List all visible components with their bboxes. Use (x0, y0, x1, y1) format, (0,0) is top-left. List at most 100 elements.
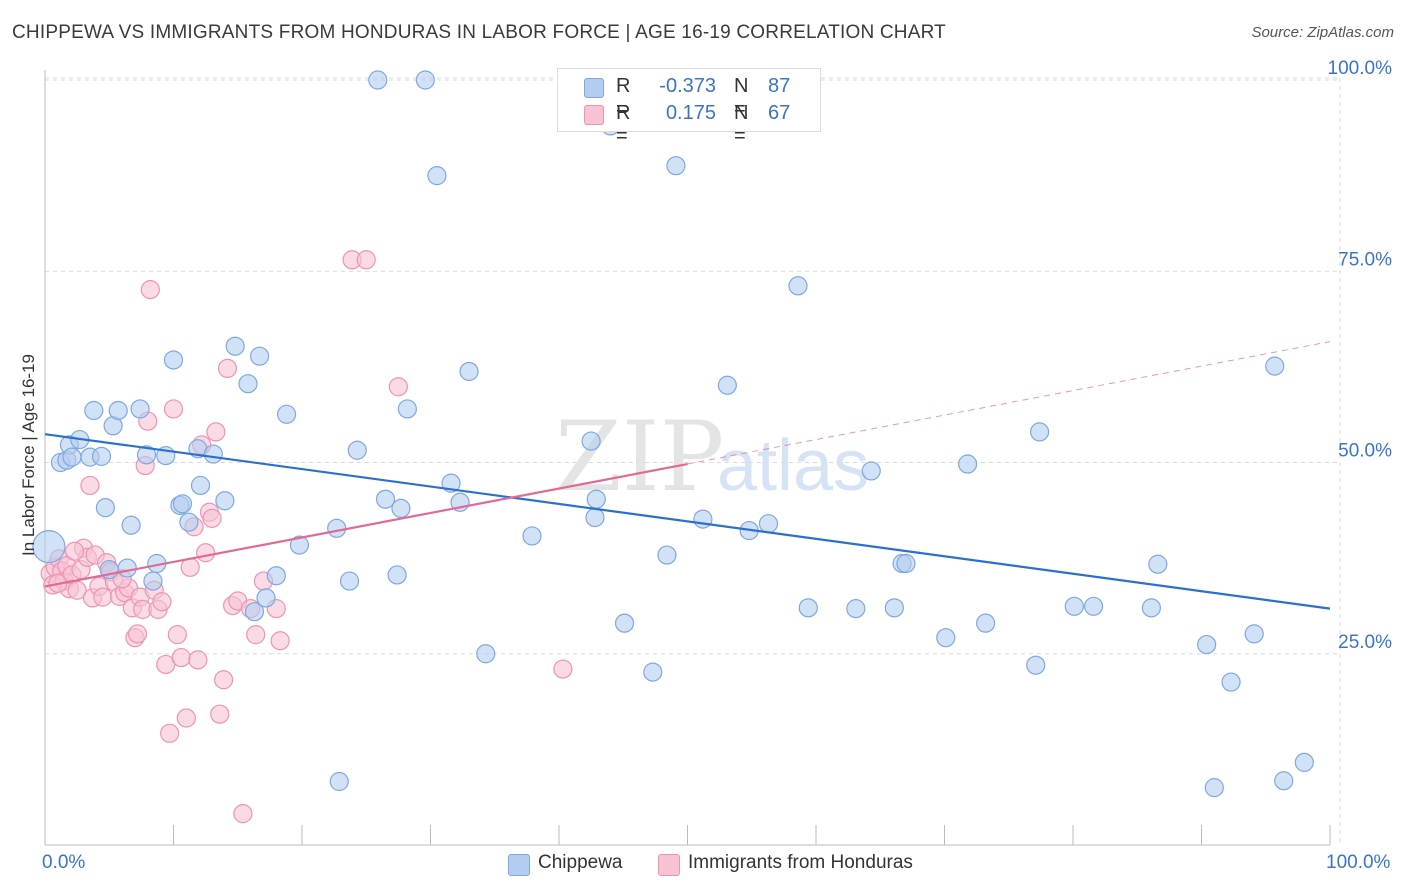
honduras-point (140, 280, 160, 300)
chart-title: CHIPPEWA VS IMMIGRANTS FROM HONDURAS IN … (12, 22, 946, 43)
chippewa-point (136, 445, 157, 465)
chippewa-point (84, 400, 104, 421)
chippewa-point (1083, 596, 1104, 616)
honduras-point (214, 670, 234, 690)
y-tick-label: 50.0% (1338, 441, 1392, 462)
honduras-point (217, 358, 238, 379)
watermark-zip: ZIP (555, 401, 724, 513)
chippewa-point (276, 404, 297, 424)
chippewa-point (203, 444, 223, 464)
honduras-point (80, 475, 100, 496)
y-tick-labels: 25.0% 50.0% 75.0% 100.0% (1328, 58, 1393, 653)
r-value: 0.175 (665, 102, 716, 124)
n-label: N = (734, 102, 749, 147)
n-label: N = (734, 75, 749, 120)
chippewa-point (387, 565, 407, 585)
chippewa-point (172, 494, 193, 514)
chippewa-swatch (508, 854, 530, 876)
honduras-point (163, 399, 184, 419)
chippewa-point (375, 489, 396, 509)
n-value: 67 (768, 102, 791, 124)
n-value: 87 (768, 75, 791, 97)
chippewa-point (1294, 752, 1314, 772)
y-tick-label: 100.0% (1328, 58, 1393, 79)
x-tick-label-min: 0.0% (42, 852, 86, 873)
chippewa-point (1204, 778, 1224, 798)
chippewa-point (1064, 596, 1084, 616)
chippewa-point (1274, 771, 1294, 791)
honduras-point (553, 659, 573, 679)
chippewa-point (861, 461, 881, 481)
chippewa-point (459, 361, 479, 382)
honduras-swatch (658, 854, 680, 876)
honduras-point (93, 587, 113, 607)
chippewa-point (397, 399, 417, 419)
honduras-point (210, 704, 230, 724)
honduras-point (206, 422, 226, 442)
watermark: ZIP atlas (555, 401, 869, 513)
trend-lines (44, 341, 1331, 610)
r-label: R = (616, 75, 631, 120)
chippewa-point (225, 336, 245, 356)
chippewa-point (130, 399, 150, 419)
chippewa-point (329, 771, 349, 792)
chippewa-trendline (44, 433, 1331, 610)
r-label: R = (616, 102, 631, 147)
honduras-point (167, 625, 187, 645)
legend-label: Immigrants from Honduras (688, 852, 913, 873)
chippewa-point (91, 446, 112, 466)
legend-label: Chippewa (538, 852, 623, 873)
chippewa-point (95, 498, 115, 518)
honduras-point (233, 804, 253, 824)
chippewa-point (163, 350, 184, 370)
honduras-point (152, 592, 172, 612)
chippewa-point (391, 498, 411, 518)
y-tick-label: 25.0% (1338, 632, 1392, 653)
chippewa-point (1026, 655, 1046, 675)
chippewa-point (62, 447, 82, 467)
chippewa-point (1265, 356, 1285, 376)
chippewa-point (256, 588, 276, 608)
chippewa-point (476, 644, 496, 664)
chippewa-point (717, 375, 737, 395)
chippewa-point (415, 70, 435, 90)
axes (44, 70, 1331, 846)
x-tick-label-max: 100.0% (1326, 852, 1391, 873)
chippewa-point (846, 599, 866, 619)
honduras-point (188, 650, 208, 670)
honduras-point (64, 541, 85, 561)
source-label: Source: ZipAtlas.com (1251, 24, 1394, 41)
chippewa-point (643, 662, 663, 682)
honduras-swatch (584, 105, 604, 125)
honduras-point (202, 508, 222, 528)
chippewa-point (249, 346, 270, 366)
chippewa-point (657, 545, 677, 565)
chippewa-point (614, 613, 635, 633)
chippewa-point (143, 571, 163, 591)
chippewa-point (215, 491, 235, 511)
chippewa-point (896, 553, 916, 574)
y-axis-title: In Labor Force | Age 16-19 (19, 354, 38, 556)
chippewa-point (121, 515, 141, 535)
chippewa-point (522, 526, 542, 546)
y-tick-label: 75.0% (1338, 249, 1392, 270)
chippewa-point (788, 276, 808, 296)
chippewa-point (117, 558, 137, 578)
chippewa-swatch (584, 78, 604, 98)
chippewa-point (666, 156, 686, 176)
honduras-point (356, 250, 376, 270)
chippewa-point (244, 602, 265, 622)
honduras-point (127, 624, 148, 644)
chippewa-point (289, 535, 310, 555)
chippewa-point (1244, 624, 1264, 644)
chippewa-point (368, 70, 388, 90)
chippewa-point (585, 507, 605, 528)
honduras-point (160, 723, 180, 743)
chippewa-point (1221, 672, 1241, 692)
chippewa-point (190, 475, 211, 496)
chippewa-point (798, 598, 818, 618)
chippewa-point (1148, 554, 1168, 574)
honduras-point (196, 543, 216, 563)
chippewa-point (347, 440, 367, 460)
